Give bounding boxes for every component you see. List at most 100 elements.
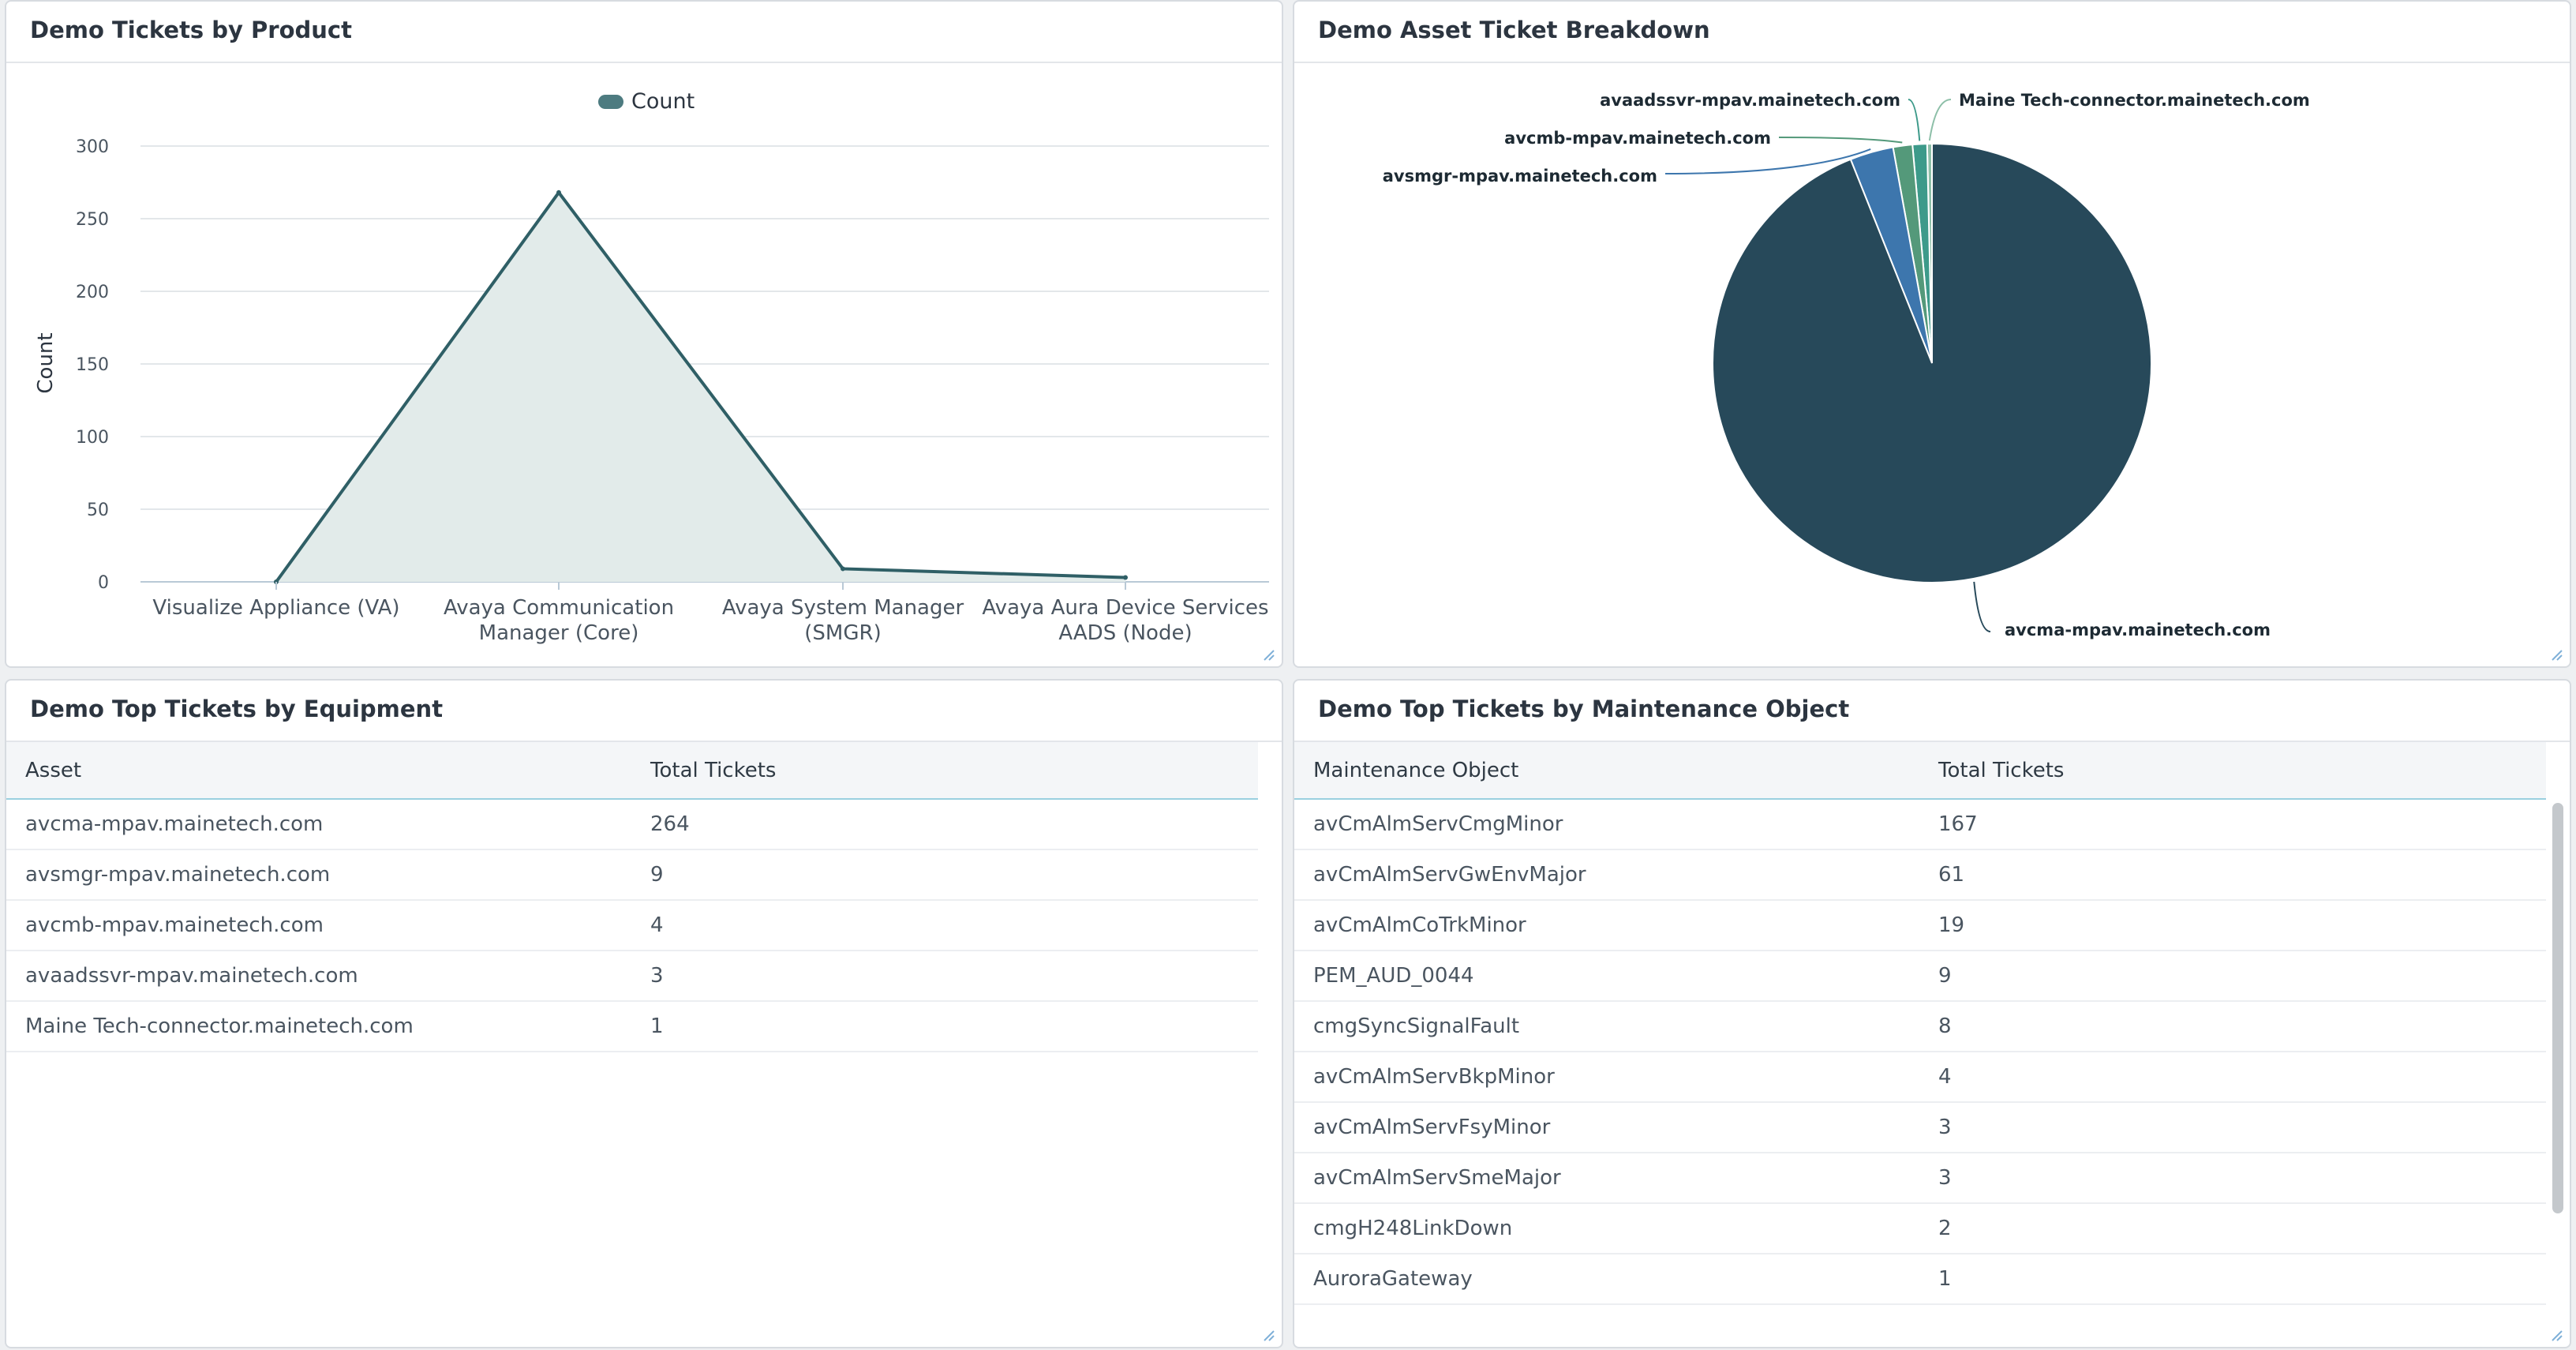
table-row[interactable]: avCmAlmServCmgMinor 167: [1294, 799, 2546, 850]
panel-title: Demo Tickets by Product: [6, 2, 1282, 63]
panel-title: Demo Top Tickets by Maintenance Object: [1294, 681, 2570, 742]
cell-name: avCmAlmServFsyMinor: [1294, 1102, 1919, 1153]
cell-total: 9: [1919, 951, 2546, 1002]
pie-slice[interactable]: [1712, 142, 2152, 583]
data-point[interactable]: [841, 566, 845, 572]
column-header-total-tickets[interactable]: Total Tickets: [1938, 758, 2065, 782]
y-tick-label: 300: [76, 137, 109, 157]
data-point[interactable]: [556, 189, 561, 195]
table-row[interactable]: avCmAlmServGwEnvMajor 61: [1294, 849, 2546, 901]
y-tick-label: 50: [87, 501, 109, 520]
asset-breakdown-pie: Maine Tech-connector.mainetech.com avaads…: [1383, 91, 2310, 639]
x-tick-label: (SMGR): [804, 621, 881, 645]
cell-total: 3: [631, 951, 1258, 1002]
legend-swatch-count: [598, 95, 623, 109]
column-header-asset[interactable]: Asset: [25, 758, 82, 782]
x-tick-label: Manager (Core): [479, 621, 639, 645]
y-tick-label: 150: [76, 355, 109, 375]
tickets-by-product-chart: Count Count 0 50 100 150 200 250 300 Visualize…: [34, 89, 1269, 645]
resize-handle-icon[interactable]: [2549, 647, 2563, 662]
cell-name: AuroraGateway: [1294, 1254, 1919, 1305]
asset-ticket-breakdown-panel: Demo Asset Ticket Breakdown Maine Tech-c…: [1293, 0, 2571, 668]
pie-label: Maine Tech-connector.mainetech.com: [1959, 91, 2310, 110]
cell-name: avcmb-mpav.mainetech.com: [6, 900, 631, 951]
x-tick-label: Avaya Aura Device Services: [982, 596, 1268, 620]
cell-name: avCmAlmServBkpMinor: [1294, 1052, 1919, 1103]
cell-name: avCmAlmCoTrkMinor: [1294, 900, 1919, 951]
cell-name: PEM_AUD_0044: [1294, 951, 1919, 1002]
pie-connector: [1778, 137, 1903, 144]
pie-label: avsmgr-mpav.mainetech.com: [1383, 167, 1657, 186]
cell-total: 264: [631, 799, 1258, 850]
resize-handle-icon[interactable]: [1261, 647, 1275, 662]
panel-title: Demo Asset Ticket Breakdown: [1294, 2, 2570, 63]
area-fill: [276, 192, 1125, 582]
panel-title: Demo Top Tickets by Equipment: [6, 681, 1282, 742]
table-row[interactable]: cmgSyncSignalFault 8: [1294, 1001, 2546, 1052]
cell-name: avCmAlmServCmgMinor: [1294, 799, 1919, 850]
top-tickets-equipment-panel: Demo Top Tickets by Equipment Asset Tota…: [5, 679, 1283, 1348]
cell-total: 8: [1919, 1001, 2546, 1052]
pie-label: avcma-mpav.mainetech.com: [2005, 621, 2271, 639]
cell-name: Maine Tech-connector.mainetech.com: [6, 1001, 631, 1052]
pie-connector: [1908, 99, 1921, 141]
y-tick-label: 200: [76, 283, 109, 302]
cell-name: avsmgr-mpav.mainetech.com: [6, 849, 631, 901]
cell-total: 19: [1919, 900, 2546, 951]
cell-name: avCmAlmServGwEnvMajor: [1294, 849, 1919, 901]
table-row[interactable]: avCmAlmServSmeMajor 3: [1294, 1153, 2546, 1204]
x-tick-label: AADS (Node): [1058, 621, 1192, 645]
table-row[interactable]: Maine Tech-connector.mainetech.com 1: [6, 1001, 1258, 1052]
pie-connector: [1973, 581, 1991, 632]
resize-handle-icon[interactable]: [2549, 1328, 2563, 1342]
table-scrollbar[interactable]: [2552, 803, 2563, 1213]
cell-total: 4: [631, 900, 1258, 951]
cell-name: avCmAlmServSmeMajor: [1294, 1153, 1919, 1204]
cell-total: 167: [1919, 799, 2546, 850]
cell-total: 1: [631, 1001, 1258, 1052]
table-row[interactable]: avCmAlmCoTrkMinor 19: [1294, 900, 2546, 951]
table-row[interactable]: avcma-mpav.mainetech.com 264: [6, 799, 1258, 850]
equipment-table: Asset Total Tickets avcma-mpav.mainetech…: [6, 742, 1258, 1052]
resize-handle-icon[interactable]: [1261, 1328, 1275, 1342]
y-tick-label: 250: [76, 210, 109, 230]
pie-connector: [1664, 148, 1871, 174]
table-row[interactable]: avCmAlmServBkpMinor 4: [1294, 1052, 2546, 1103]
cell-total: 3: [1919, 1153, 2546, 1204]
table-row[interactable]: PEM_AUD_0044 9: [1294, 951, 2546, 1002]
table-row[interactable]: avsmgr-mpav.mainetech.com 9: [6, 849, 1258, 901]
cell-total: 2: [1919, 1203, 2546, 1254]
column-header-maintenance-object[interactable]: Maintenance Object: [1313, 758, 1519, 782]
tickets-by-product-panel: Demo Tickets by Product Count Count 0 50 1…: [5, 0, 1283, 668]
top-tickets-maintenance-panel: Demo Top Tickets by Maintenance Object M…: [1293, 679, 2571, 1348]
y-axis-label: Count: [34, 332, 58, 393]
table-header-row: Asset Total Tickets: [6, 742, 1258, 799]
table-row[interactable]: cmgH248LinkDown 2: [1294, 1203, 2546, 1254]
y-tick-label: 0: [98, 573, 109, 593]
x-tick-label: Visualize Appliance (VA): [152, 596, 399, 620]
chart-legend[interactable]: Count: [598, 89, 695, 114]
table-header-row: Maintenance Object Total Tickets: [1294, 742, 2546, 799]
cell-total: 1: [1919, 1254, 2546, 1305]
series-line-count[interactable]: [275, 189, 1126, 583]
cell-total: 4: [1919, 1052, 2546, 1103]
table-row[interactable]: avCmAlmServFsyMinor 3: [1294, 1102, 2546, 1153]
data-point[interactable]: [1123, 575, 1128, 580]
table-row[interactable]: avaadssvr-mpav.mainetech.com 3: [6, 951, 1258, 1002]
cell-name: avaadssvr-mpav.mainetech.com: [6, 951, 631, 1002]
cell-total: 9: [631, 849, 1258, 901]
cell-total: 61: [1919, 849, 2546, 901]
cell-name: avcma-mpav.mainetech.com: [6, 799, 631, 850]
cell-total: 3: [1919, 1102, 2546, 1153]
pie-label: avcmb-mpav.mainetech.com: [1504, 129, 1771, 148]
pie-connector: [1928, 99, 1952, 141]
pie-label: avaadssvr-mpav.mainetech.com: [1600, 91, 1900, 110]
x-tick-label: Avaya Communication: [444, 596, 674, 620]
maintenance-table: Maintenance Object Total Tickets avCmAlm…: [1294, 742, 2546, 1305]
table-row[interactable]: AuroraGateway 1: [1294, 1254, 2546, 1305]
y-tick-label: 100: [76, 428, 109, 448]
legend-label-count: Count: [631, 89, 695, 114]
table-row[interactable]: avcmb-mpav.mainetech.com 4: [6, 900, 1258, 951]
column-header-total-tickets[interactable]: Total Tickets: [650, 758, 777, 782]
cell-name: cmgH248LinkDown: [1294, 1203, 1919, 1254]
